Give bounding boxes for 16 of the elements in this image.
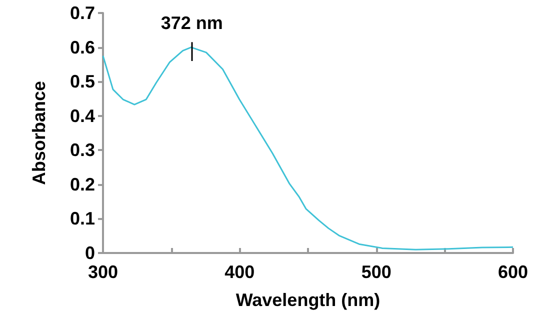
annotation: 372 nm bbox=[160, 13, 223, 34]
x-tick-label: 600 bbox=[498, 262, 528, 282]
y-tick-label: 0.3 bbox=[70, 140, 95, 160]
y-axis-title: Absorbance bbox=[29, 80, 49, 186]
y-tick-label: 0.6 bbox=[70, 37, 95, 58]
x-tick-label: 300 bbox=[88, 262, 118, 282]
x-tick-label: 500 bbox=[361, 262, 392, 282]
y-tick-label: 0.2 bbox=[70, 174, 95, 194]
y-tick-label: 0.4 bbox=[70, 106, 95, 126]
x-axis-title: Wavelength (nm) bbox=[236, 290, 380, 310]
y-tick-label: 0.1 bbox=[70, 208, 95, 229]
y-tick-label: 0.5 bbox=[70, 72, 95, 92]
x-tick-label: 400 bbox=[224, 262, 255, 282]
y-tick-label: 0 bbox=[84, 243, 95, 263]
line-series bbox=[102, 46, 514, 250]
y-tick-label: 0.7 bbox=[70, 3, 95, 23]
